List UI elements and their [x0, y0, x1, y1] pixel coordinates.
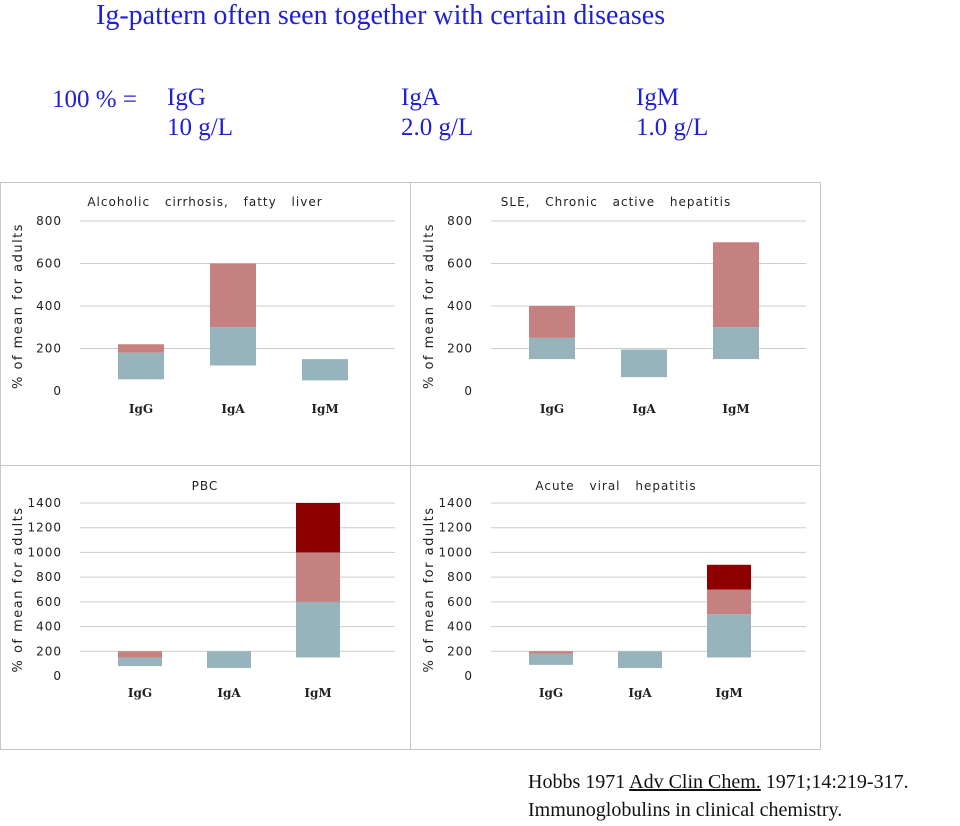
bar-segment-igm-normal	[296, 601, 340, 658]
chart-title: PBC	[192, 479, 219, 493]
bar-segment-iga-normal	[618, 651, 662, 668]
x-category-label: IgA	[628, 686, 652, 700]
citation-line-1: Hobbs 1971 Adv Clin Chem. 1971;14:219-31…	[528, 771, 909, 794]
y-tick-label: 600	[36, 595, 62, 609]
x-category-label: IgG	[129, 402, 153, 416]
x-category-label: IgM	[715, 686, 742, 700]
y-tick-label: 400	[447, 620, 473, 634]
reference-label: 100 % =	[52, 86, 137, 113]
y-tick-label: 0	[53, 384, 62, 398]
y-tick-label: 1400	[27, 496, 62, 510]
bar-segment-iga-normal	[621, 349, 667, 378]
x-category-label: IgG	[128, 686, 152, 700]
x-category-label: IgA	[221, 402, 245, 416]
citation-line-2: Immunoglobulins in clinical chemistry.	[528, 799, 843, 821]
y-tick-label: 200	[447, 342, 473, 356]
horizontal-divider	[0, 465, 821, 466]
bar-segment-iga-normal	[210, 327, 256, 366]
bar-segment-igg-normal	[529, 653, 573, 665]
x-category-label: IgA	[217, 686, 241, 700]
reference-name-igm: IgM	[636, 84, 680, 111]
bar-segment-igg-normal	[118, 352, 164, 380]
y-tick-label: 600	[447, 595, 473, 609]
y-tick-label: 200	[447, 644, 473, 658]
y-tick-label: 600	[447, 257, 473, 271]
reference-name-igg: IgG	[167, 84, 206, 111]
y-tick-label: 800	[36, 214, 62, 228]
y-tick-label: 1000	[27, 545, 62, 559]
chart-panel-sle-hepatitis: SLE, Chronic active hepatitis % of mean f…	[422, 195, 806, 416]
bar-segment-igg-elevated	[118, 344, 164, 353]
y-tick-label: 0	[53, 669, 62, 683]
bar-segment-igg-elevated	[118, 651, 162, 658]
chart-panel-alcoholic-cirrhosis: Alcoholic cirrhosis, fatty liver % of mea…	[11, 195, 395, 416]
y-tick-label: 800	[36, 570, 62, 584]
reference-value-igg: 10 g/L	[167, 114, 233, 141]
y-tick-label: 600	[36, 257, 62, 271]
reference-value-iga: 2.0 g/L	[401, 114, 474, 141]
y-tick-label: 800	[447, 214, 473, 228]
chart-panel-pbc: PBC % of mean for adults 0 200 400 600 800 1000…	[11, 479, 395, 700]
x-category-label: IgG	[540, 402, 564, 416]
y-tick-label: 1400	[438, 496, 473, 510]
y-tick-label: 1000	[438, 545, 473, 559]
citation-author-year: Hobbs 1971	[528, 771, 630, 793]
bar-segment-igm-elevated	[713, 242, 759, 328]
bar-segment-igm-elevated	[296, 552, 340, 602]
bar-segment-igg-elevated	[529, 651, 573, 654]
citation-journal: Adv Clin Chem.	[629, 771, 761, 793]
x-category-label: IgG	[539, 686, 563, 700]
y-axis-label: % of mean for adults	[422, 506, 437, 672]
page-title: Ig-pattern often seen together with cert…	[96, 0, 666, 31]
bar-segment-iga-normal	[207, 651, 251, 668]
bar-segment-igm-normal	[713, 327, 759, 360]
bar-segment-iga-elevated	[210, 263, 256, 328]
y-tick-label: 400	[447, 299, 473, 313]
y-tick-label: 400	[36, 620, 62, 634]
bar-segment-igm-strongly-elevated	[296, 503, 340, 553]
y-tick-label: 0	[464, 669, 473, 683]
chart-title: SLE, Chronic active hepatitis	[501, 195, 731, 209]
bar-segment-igg-normal	[118, 657, 162, 667]
y-axis-label: % of mean for adults	[11, 506, 26, 672]
y-tick-label: 200	[36, 644, 62, 658]
bar-segment-igm-normal	[707, 614, 751, 658]
citation-volume-pages: 1971;14:219-317.	[760, 771, 909, 793]
bar-segment-igm-normal	[302, 359, 348, 381]
y-tick-label: 200	[36, 342, 62, 356]
y-tick-label: 400	[36, 299, 62, 313]
y-axis-label: % of mean for adults	[11, 223, 26, 389]
y-axis-label: % of mean for adults	[422, 223, 437, 389]
vertical-divider	[410, 182, 411, 750]
y-tick-label: 1200	[27, 521, 62, 535]
reference-name-iga: IgA	[401, 84, 440, 111]
chart-panel-acute-viral-hepatitis: Acute viral hepatitis % of mean for adult…	[422, 479, 806, 700]
y-tick-label: 800	[447, 570, 473, 584]
bar-segment-igg-normal	[529, 337, 575, 360]
x-category-label: IgM	[311, 402, 338, 416]
chart-title: Alcoholic cirrhosis, fatty liver	[87, 195, 322, 209]
reference-value-igm: 1.0 g/L	[636, 114, 709, 141]
bar-segment-igm-strongly-elevated	[707, 564, 751, 590]
x-category-label: IgM	[722, 402, 749, 416]
x-category-label: IgA	[632, 402, 656, 416]
bar-segment-igm-elevated	[707, 589, 751, 615]
y-tick-label: 1200	[438, 521, 473, 535]
chart-title: Acute viral hepatitis	[535, 479, 696, 493]
y-tick-label: 0	[464, 384, 473, 398]
bar-segment-igg-elevated	[529, 306, 575, 338]
x-category-label: IgM	[304, 686, 331, 700]
